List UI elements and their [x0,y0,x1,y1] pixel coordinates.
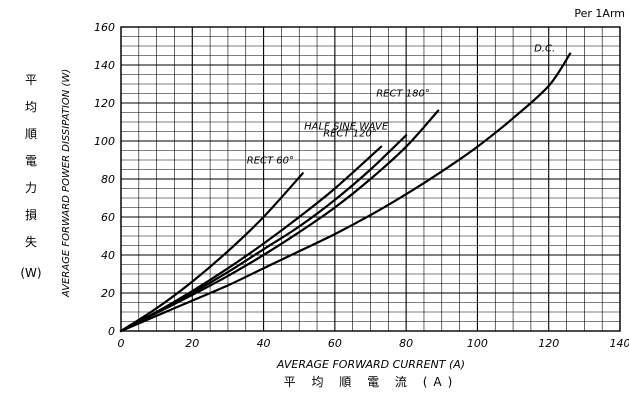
x-tick-label: 20 [185,337,199,350]
y-tick-label: 140 [94,59,115,72]
series-line-3 [119,109,440,333]
note-per-arm: Per 1Arm [574,7,625,20]
series-label: HALF SINE WAVE [304,121,389,132]
y-tick-label: 120 [94,97,115,110]
y-tick-label: 0 [108,325,115,338]
y-axis-title-jp-char: 均 [25,100,37,114]
y-axis-title-jp-char: 力 [25,181,37,195]
x-tick-label: 100 [467,337,488,350]
x-tick-label: 80 [399,337,413,350]
plot-frame [120,26,621,332]
x-axis-title: AVERAGE FORWARD CURRENT (A) [276,358,465,371]
x-tick-label: 60 [328,337,342,350]
y-axis-title-jp-char: 電 [25,154,37,168]
series-line-4 [119,52,572,333]
y-axis-title-jp-char: 損 [25,207,37,222]
series-label: RECT 180° [376,89,430,100]
series-lines [119,52,572,333]
y-axis-title-jp-unit: (W) [20,266,41,280]
series-line-1 [119,145,383,333]
y-axis-title-jp-char: 失 [25,234,37,249]
y-axis-title-jp-char: 平 [25,73,37,87]
y-tick-label: 160 [94,21,115,34]
y-axis-title: AVERAGE FORWARD POWER DISSIPATION (W) [61,69,72,298]
y-tick-label: 100 [94,135,115,148]
x-tick-label: 0 [118,337,125,350]
series-label: RECT 120° [323,129,377,140]
y-tick-label: 40 [101,249,115,262]
x-tick-label: 40 [257,337,271,350]
grid [120,26,621,332]
x-tick-label: 140 [610,337,629,350]
y-tick-label: 60 [101,211,115,224]
plot-border [120,26,621,332]
series-label: RECT 60° [247,155,294,166]
series-line-0 [119,172,304,333]
series-label: D.C. [534,44,555,55]
series-labels: RECT 60° RECT 120°HALF SINE WAVE RECT 180°… [247,44,555,167]
y-axis-title-jp-char: 順 [25,127,37,141]
y-tick-label: 20 [101,287,115,300]
tick-labels: 0 20 40 60 80 100 120 140 0 20 40 60 80 100 120 140 160 [94,21,629,350]
y-tick-label: 80 [101,173,115,186]
x-tick-label: 120 [538,337,559,350]
x-axis-title-jp: 平 均 順 電 流 (A) [284,375,459,389]
